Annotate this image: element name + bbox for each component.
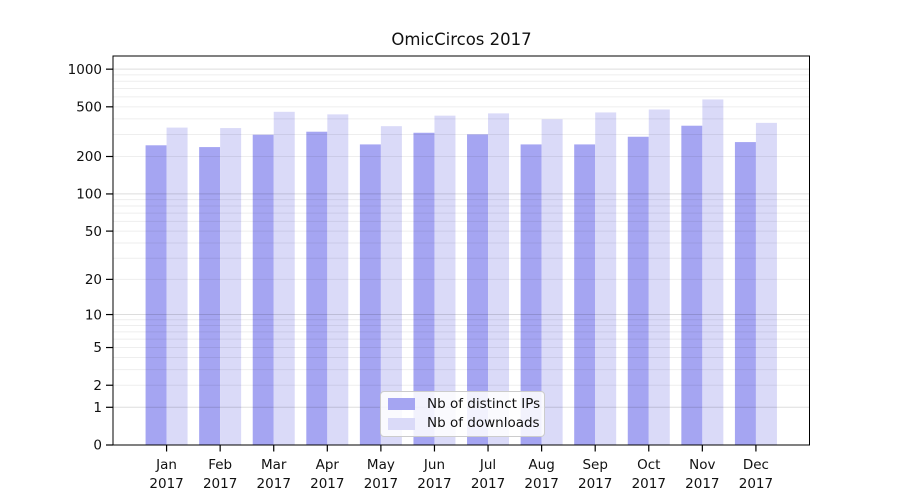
y-axis-tick-label: 1000 <box>68 62 102 78</box>
gridlines <box>113 68 810 408</box>
bar-downloads-feb <box>220 128 242 445</box>
bar-downloads-may <box>380 126 402 446</box>
legend-item-downloads: Nb of downloads <box>388 416 540 431</box>
x-axis-tick-label-year: 2017 <box>257 476 291 492</box>
axes-frame <box>112 55 810 446</box>
y-axis-tick-label: 10 <box>85 307 102 323</box>
x-axis-tick-label-month: Dec <box>743 457 769 473</box>
bar-downloads-jul <box>488 113 510 445</box>
x-axis-tick-label-month: Jan <box>155 457 177 473</box>
x-axis-tick-label-month: Jul <box>479 457 496 473</box>
bar-downloads-jan <box>166 127 188 445</box>
x-axis-tick-label-year: 2017 <box>149 476 183 492</box>
bar-distinct_ips-oct <box>627 136 649 445</box>
x-axis-tick-label-year: 2017 <box>310 476 344 492</box>
x-axis-tick-label-year: 2017 <box>203 476 237 492</box>
x-axis-tick-label-month: Aug <box>528 457 554 473</box>
y-axis: 0 1 2 5 10 20 50 100 200 500 1000 <box>68 62 113 454</box>
y-axis-tick-label: 50 <box>85 224 102 240</box>
y-axis-tick-label: 0 <box>93 438 102 454</box>
y-axis-tick-label: 100 <box>76 187 102 203</box>
bar-distinct_ips-apr <box>306 131 328 445</box>
x-axis-tick-label-month: Mar <box>261 457 287 473</box>
bar-distinct_ips-aug <box>520 144 542 446</box>
bar-distinct_ips-jul <box>467 134 489 445</box>
legend-swatch-downloads <box>388 417 415 430</box>
legend-item-distinct-ips: Nb of distinct IPs <box>388 397 540 412</box>
x-axis-tick-label-month: Apr <box>316 457 340 473</box>
y-axis-tick-label: 20 <box>85 272 102 288</box>
bar-distinct_ips-jan <box>145 145 167 445</box>
x-axis-tick-label-year: 2017 <box>524 476 558 492</box>
x-axis-tick-label-month: Oct <box>637 457 660 473</box>
legend: Nb of distinct IPs Nb of downloads <box>380 391 545 437</box>
bars <box>145 99 777 446</box>
bar-distinct_ips-sep <box>574 144 596 446</box>
bar-downloads-nov <box>702 99 724 445</box>
bar-distinct_ips-jun <box>413 132 435 446</box>
x-axis-tick-label-month: May <box>367 457 395 473</box>
legend-label-distinct-ips: Nb of distinct IPs <box>427 395 541 412</box>
bar-downloads-apr <box>327 114 349 446</box>
bar-downloads-dec <box>755 122 777 445</box>
x-axis-tick-label-month: Jun <box>423 457 445 473</box>
y-axis-tick-label: 200 <box>76 149 102 165</box>
y-axis-tick-label: 2 <box>93 378 102 394</box>
x-axis-tick-label-year: 2017 <box>417 476 451 492</box>
legend-label-downloads: Nb of downloads <box>427 415 540 431</box>
bar-distinct_ips-dec <box>734 142 756 445</box>
bar-downloads-sep <box>595 112 617 446</box>
x-axis-tick-label-month: Sep <box>582 457 607 473</box>
bar-distinct_ips-nov <box>681 125 703 445</box>
x-axis-tick-label-year: 2017 <box>685 476 719 492</box>
bar-downloads-aug <box>541 119 563 445</box>
bar-downloads-mar <box>273 111 295 445</box>
chart-title: OmicCircos 2017 <box>391 30 532 49</box>
bar-distinct_ips-feb <box>199 147 221 445</box>
legend-swatch-distinct-ips <box>388 398 415 411</box>
x-axis-tick-label-year: 2017 <box>471 476 505 492</box>
bar-downloads-oct <box>648 109 670 445</box>
x-axis-tick-label-year: 2017 <box>364 476 398 492</box>
y-axis-tick-label: 5 <box>93 340 102 356</box>
x-axis-tick-label-year: 2017 <box>578 476 612 492</box>
y-axis-tick-label: 1 <box>93 400 102 416</box>
x-axis: Jan 2017 Feb 2017 Mar 2017 Apr 2017 May 2017 Jun 20… <box>149 445 773 492</box>
bar-downloads-jun <box>434 115 456 446</box>
x-axis-tick-label-year: 2017 <box>739 476 773 492</box>
x-axis-tick-label-year: 2017 <box>632 476 666 492</box>
x-axis-tick-label-month: Feb <box>208 457 232 473</box>
x-axis-tick-label-month: Nov <box>689 457 715 473</box>
y-axis-tick-label: 500 <box>76 100 102 116</box>
bar-distinct_ips-may <box>359 144 381 446</box>
bar-distinct_ips-mar <box>252 134 274 445</box>
